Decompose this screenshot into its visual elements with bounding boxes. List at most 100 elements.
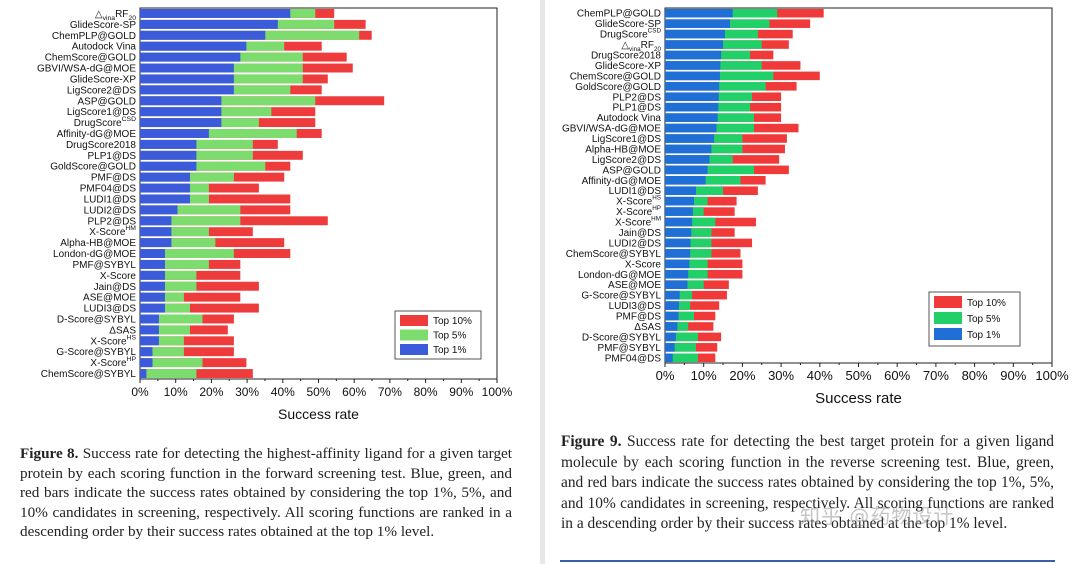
fig9-category-label: PMF@DS <box>616 312 661 323</box>
fig9-category-label: London-dG@MOE <box>578 270 661 281</box>
fig8-bar-top5-14 <box>140 161 266 171</box>
fig9-category-label: ASE@MOE <box>608 280 661 291</box>
fig8-bar-top5-23 <box>140 259 209 269</box>
fig8-category-label: LigScore1@DS <box>67 107 136 118</box>
fig9-category-label: Alpha-HB@MOE <box>585 144 661 155</box>
fig9-bar-top1-25 <box>665 269 689 279</box>
fig9-bar-top1-19 <box>665 207 693 216</box>
fig9-bar-top1-22 <box>665 238 691 248</box>
fig8-bar-top1-25 <box>140 281 165 291</box>
fig9-category-label: ChemScore@SYBYL <box>566 249 662 260</box>
fig9-bar-top5-31 <box>665 332 698 342</box>
fig8-bar-top1-6 <box>140 74 234 84</box>
fig8-category-label: DrugScoreCSD <box>74 116 136 129</box>
fig8-bar-top1-2 <box>140 30 266 40</box>
fig8-bar-top1-18 <box>140 205 178 215</box>
caption-rule <box>560 560 1055 562</box>
fig8-x-tick-label: 100% <box>482 385 513 399</box>
fig9-bar-top5-32 <box>665 343 696 352</box>
fig8-bar-top1-8 <box>140 96 222 106</box>
fig9-bar-top10-30 <box>665 322 714 331</box>
fig8-bar-top1-31 <box>140 347 153 357</box>
figure-8: △vinaRF20 GlideScore-SP ChemPLP@GOLD Autodo… <box>20 7 513 542</box>
fig8-category-label: GlideScore-SP <box>70 20 136 31</box>
fig8-bar-top5-30 <box>140 336 184 346</box>
fig9-legend-swatch <box>934 312 962 324</box>
fig9-bar-top1-31 <box>665 332 676 342</box>
fig9-x-tick-label: 60% <box>884 368 910 383</box>
fig9-category-label: LUDI1@DS <box>609 186 662 197</box>
fig8-x-tick-label: 80% <box>414 385 438 399</box>
fig9-bar-top1-26 <box>665 280 688 289</box>
fig8-bar-top1-10 <box>140 118 222 128</box>
fig9-category-label: X-ScoreHM <box>615 216 661 229</box>
fig9-bar-top1-10 <box>665 113 718 122</box>
fig9-legend-swatch <box>934 296 962 308</box>
fig9-bar-top1-6 <box>665 71 720 81</box>
fig8-bar-top10-17 <box>140 194 291 204</box>
fig8-category-label: △vinaRF20 <box>95 9 136 22</box>
fig9-legend-swatch <box>934 328 962 340</box>
fig9-category-label: GlideScore-XP <box>595 61 661 72</box>
fig8-category-label: ChemScore@SYBYL <box>41 369 137 380</box>
fig8-bar-top10-26 <box>140 292 241 302</box>
fig9-category-label: DrugScoreCSD <box>600 28 662 41</box>
fig8-bar-top5-11 <box>140 129 297 138</box>
figure-9-caption-text: Success rate for detecting the best targ… <box>561 433 1054 532</box>
fig8-bar-top1-23 <box>140 259 165 269</box>
figure-9-caption-label: Figure 9. <box>561 433 622 450</box>
fig9-bar-top1-9 <box>665 102 719 112</box>
fig9-category-label: DrugScore2018 <box>591 50 661 61</box>
fig8-x-tick-label: 90% <box>449 385 473 399</box>
fig8-x-tick-label: 50% <box>306 385 330 399</box>
fig8-category-label: PMF@DS <box>91 173 136 184</box>
fig8-x-tick-label: 0% <box>131 385 149 399</box>
fig8-bar-top1-33 <box>140 369 147 379</box>
fig8-category-label: Autodock Vina <box>72 42 137 53</box>
fig8-category-label: LigScore2@DS <box>67 85 136 96</box>
fig8-legend-swatch <box>400 329 428 341</box>
fig9-bar-top1-5 <box>665 61 721 70</box>
fig9-category-label: Jain@DS <box>619 228 662 239</box>
fig8-category-label: PMF@SYBYL <box>72 260 136 271</box>
fig9-category-label: X-Score <box>625 259 662 270</box>
fig8-category-label: Alpha-HB@MOE <box>60 238 136 249</box>
fig8-bar-top5-22 <box>140 249 234 258</box>
figure-9-chart: ChemPLP@GOLDGlideScore-SPDrugScoreCSD△vi… <box>562 7 1069 407</box>
fig9-bar-top1-17 <box>665 186 696 196</box>
fig8-bar-top5-33 <box>140 369 197 379</box>
fig9-bar-top1-21 <box>665 228 692 237</box>
fig9-x-tick-label: 30% <box>768 368 794 383</box>
fig8-category-label: ChemScore@GOLD <box>45 53 136 64</box>
fig8-category-label: London-dG@MOE <box>53 249 136 260</box>
fig8-bar-top1-9 <box>140 107 222 117</box>
fig8-bar-top1-32 <box>140 358 153 368</box>
fig9-bar-top5-29 <box>665 311 695 321</box>
fig9-category-label: LigScore2@DS <box>592 155 661 166</box>
fig8-bar-top1-22 <box>140 249 165 258</box>
fig8-bar-top1-24 <box>140 270 165 280</box>
fig8-category-label: D-Score@SYBYL <box>57 314 137 325</box>
fig8-bar-top1-11 <box>140 129 209 138</box>
fig8-bar-top1-7 <box>140 85 234 95</box>
fig8-bar-top5-21 <box>140 238 216 248</box>
fig9-category-label: PMF04@DS <box>605 353 662 364</box>
fig9-x-tick-label: 100% <box>1035 368 1069 383</box>
fig8-bar-top1-1 <box>140 19 278 29</box>
fig9-category-label: △vinaRF20 <box>621 40 661 53</box>
fig9-bar-top1-15 <box>665 165 708 175</box>
fig8-bar-top10-30 <box>140 336 234 346</box>
fig9-bar-top1-28 <box>665 301 679 310</box>
fig9-bar-top1-11 <box>665 123 717 133</box>
fig9-category-label: ASP@GOLD <box>602 165 661 176</box>
fig8-bar-top1-30 <box>140 336 159 346</box>
watermark: 知乎 @药物设计 <box>800 504 955 528</box>
fig8-category-label: PMF04@DS <box>80 184 137 195</box>
fig8-category-label: X-ScoreHM <box>89 225 136 238</box>
figure-8-caption: Figure 8. Success rate for detecting the… <box>20 444 512 542</box>
fig8-x-tick-label: 10% <box>164 385 188 399</box>
fig8-legend-label: Top 5% <box>433 331 466 342</box>
fig8-bar-top1-0 <box>140 8 291 18</box>
fig8-x-tick-label: 40% <box>271 385 295 399</box>
fig8-category-label: X-Score <box>100 271 137 282</box>
